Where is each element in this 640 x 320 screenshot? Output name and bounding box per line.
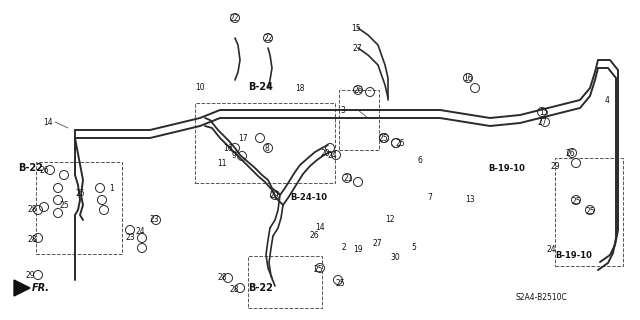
Text: 28: 28: [28, 205, 36, 214]
Text: 3: 3: [340, 106, 346, 115]
Text: 25: 25: [585, 207, 595, 217]
Text: 28: 28: [28, 236, 36, 244]
Text: 16: 16: [463, 74, 473, 83]
Text: B-19-10: B-19-10: [555, 252, 592, 260]
Text: B-19-10: B-19-10: [488, 164, 525, 172]
Text: 29: 29: [550, 162, 560, 171]
Text: 8: 8: [264, 143, 269, 153]
Bar: [195, 103, 335, 183]
Text: 14: 14: [43, 117, 53, 126]
Text: 23: 23: [125, 234, 135, 243]
Text: 25: 25: [59, 201, 69, 210]
Text: 28: 28: [217, 274, 227, 283]
Text: 1: 1: [109, 183, 115, 193]
Text: 22: 22: [263, 34, 273, 43]
Text: 30: 30: [390, 253, 400, 262]
Text: 29: 29: [25, 271, 35, 281]
Text: 27: 27: [537, 117, 547, 126]
Text: 24: 24: [327, 150, 337, 159]
Text: 16: 16: [223, 143, 233, 153]
Text: B-22: B-22: [18, 163, 43, 173]
Text: 12: 12: [385, 215, 395, 225]
Text: 2: 2: [342, 244, 346, 252]
Text: 25: 25: [571, 197, 581, 206]
Text: 4: 4: [605, 95, 609, 105]
Text: 21: 21: [343, 173, 353, 182]
Text: 26: 26: [353, 85, 363, 94]
Bar: [36, 162, 122, 254]
Text: 17: 17: [238, 133, 248, 142]
Text: 15: 15: [539, 108, 549, 116]
Text: 20: 20: [320, 148, 330, 157]
Text: B-22: B-22: [248, 283, 273, 293]
Text: 14: 14: [315, 223, 325, 233]
Text: 5: 5: [412, 244, 417, 252]
Text: 11: 11: [217, 158, 227, 167]
Text: 18: 18: [295, 84, 305, 92]
Text: 15: 15: [351, 23, 361, 33]
Text: 24: 24: [135, 228, 145, 236]
Text: 25: 25: [378, 133, 388, 142]
Text: 26: 26: [39, 165, 49, 174]
Bar: [248, 256, 322, 308]
Text: 23: 23: [149, 215, 159, 225]
Bar: [339, 90, 379, 150]
Text: 7: 7: [428, 194, 433, 203]
Text: 29: 29: [269, 191, 279, 201]
Text: FR.: FR.: [32, 283, 50, 293]
Text: 22: 22: [229, 13, 239, 22]
Text: 26: 26: [565, 148, 575, 157]
Text: 19: 19: [353, 245, 363, 254]
Text: 27: 27: [372, 238, 382, 247]
Text: 25: 25: [313, 266, 323, 275]
Text: 24: 24: [546, 245, 556, 254]
Text: 28: 28: [229, 285, 239, 294]
Text: 25: 25: [395, 139, 405, 148]
Text: 13: 13: [465, 196, 475, 204]
Text: 6: 6: [417, 156, 422, 164]
Text: 10: 10: [195, 83, 205, 92]
Text: B-24: B-24: [248, 82, 273, 92]
Text: S2A4-B2510C: S2A4-B2510C: [516, 293, 568, 302]
Text: 9: 9: [232, 150, 236, 159]
Text: 25: 25: [75, 188, 85, 197]
Text: B-24-10: B-24-10: [290, 194, 327, 203]
Bar: [555, 158, 623, 266]
Polygon shape: [14, 280, 30, 296]
Text: 26: 26: [309, 231, 319, 241]
Text: 25: 25: [335, 279, 345, 289]
Text: 27: 27: [352, 44, 362, 52]
